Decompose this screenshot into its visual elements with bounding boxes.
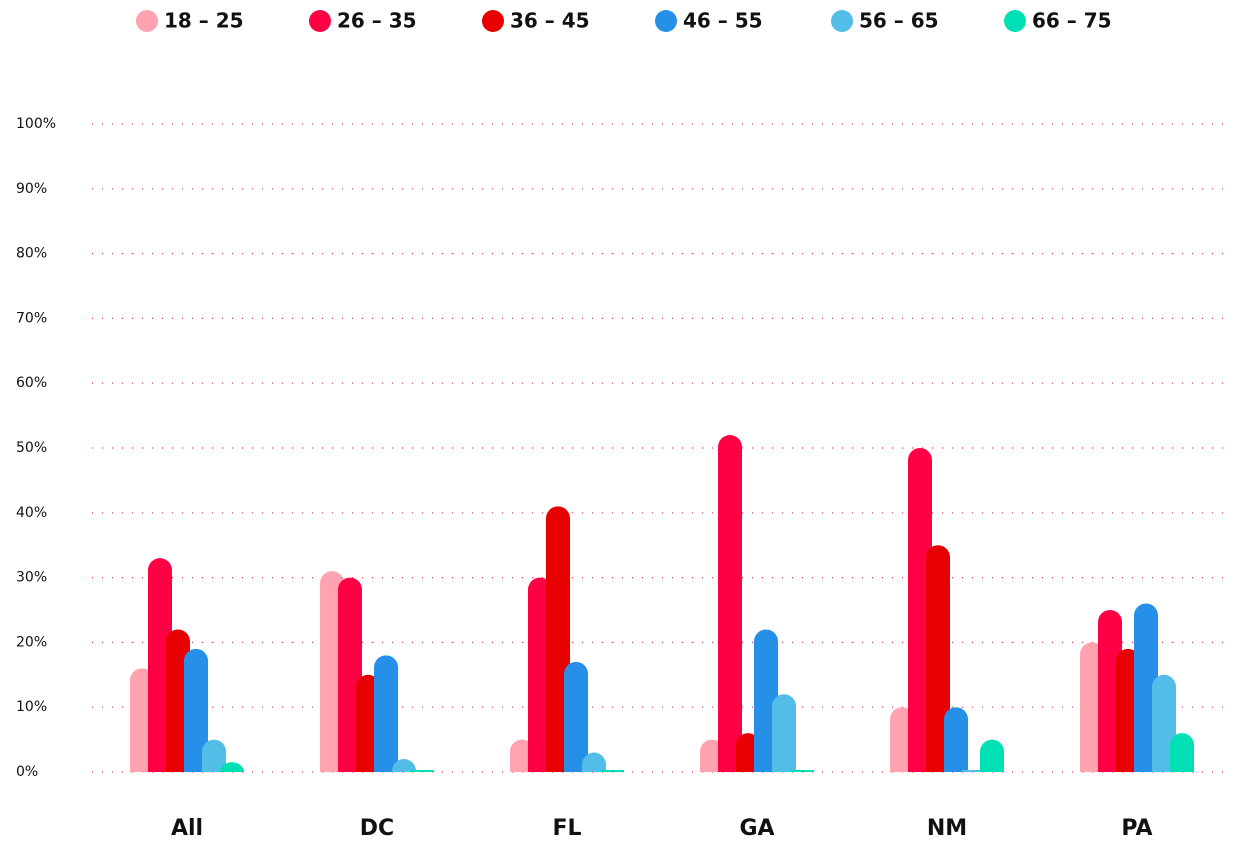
y-tick-label: 70% — [16, 310, 47, 326]
legend-swatch — [482, 10, 504, 32]
y-tick-label: 0% — [16, 764, 38, 780]
y-tick-label: 40% — [16, 505, 47, 521]
legend-swatch — [136, 10, 158, 32]
bar — [202, 739, 226, 772]
bar — [220, 762, 244, 772]
legend-label: 66 – 75 — [1032, 9, 1112, 33]
bar — [718, 435, 742, 772]
bar — [790, 770, 814, 772]
bar — [410, 770, 434, 772]
y-tick-label: 90% — [16, 181, 47, 197]
bar — [392, 759, 416, 772]
legend-label: 26 – 35 — [337, 9, 417, 33]
legend-swatch — [655, 10, 677, 32]
bar — [772, 694, 796, 772]
y-tick-label: 20% — [16, 634, 47, 650]
y-tick-label: 30% — [16, 570, 47, 586]
y-tick-label: 50% — [16, 440, 47, 456]
bar — [926, 545, 950, 772]
y-tick-label: 60% — [16, 375, 47, 391]
x-tick-label: FL — [552, 816, 581, 841]
bar — [374, 655, 398, 772]
bar — [184, 648, 208, 772]
bar — [600, 770, 624, 772]
bar — [980, 739, 1004, 772]
x-tick-label: NM — [927, 816, 967, 841]
y-tick-label: 80% — [16, 246, 47, 262]
bar — [962, 770, 986, 772]
legend-swatch — [831, 10, 853, 32]
bar — [944, 707, 968, 772]
legend-label: 56 – 65 — [859, 9, 939, 33]
y-tick-label: 100% — [16, 116, 56, 132]
bar — [582, 752, 606, 772]
x-tick-label: PA — [1121, 816, 1152, 841]
legend-swatch — [1004, 10, 1026, 32]
legend-label: 46 – 55 — [683, 9, 763, 33]
bar — [1170, 733, 1194, 772]
y-tick-label: 10% — [16, 699, 47, 715]
legend-label: 36 – 45 — [510, 9, 590, 33]
legend-swatch — [309, 10, 331, 32]
x-tick-label: DC — [360, 816, 394, 841]
legend-label: 18 – 25 — [164, 9, 244, 33]
x-tick-label: GA — [739, 816, 774, 841]
bar — [564, 661, 588, 772]
x-tick-label: All — [171, 816, 203, 841]
